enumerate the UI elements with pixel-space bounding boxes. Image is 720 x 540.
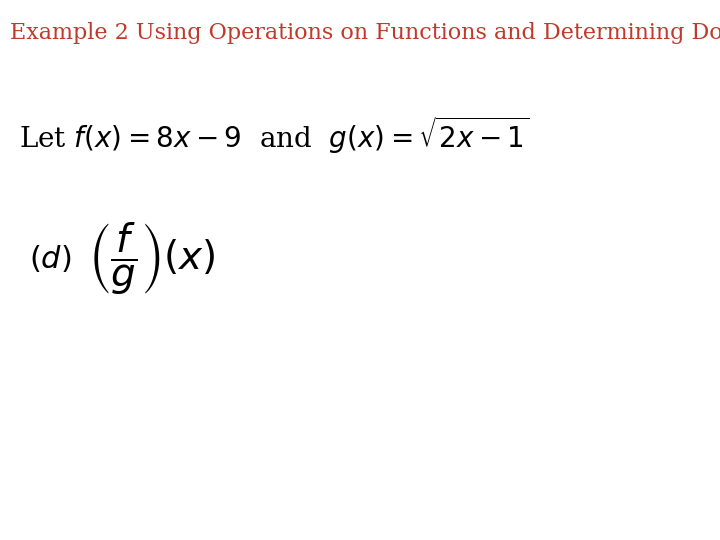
Text: $(d)$: $(d)$ xyxy=(30,244,72,275)
Text: Example 2 Using Operations on Functions and Determining Domains: Example 2 Using Operations on Functions … xyxy=(10,22,720,44)
Text: Let $f(x) = 8x - 9$  and  $g(x) = \sqrt{2x - 1}$: Let $f(x) = 8x - 9$ and $g(x) = \sqrt{2x… xyxy=(19,114,531,156)
Text: $\left(\dfrac{f}{g}\right)(x)$: $\left(\dfrac{f}{g}\right)(x)$ xyxy=(88,221,215,298)
